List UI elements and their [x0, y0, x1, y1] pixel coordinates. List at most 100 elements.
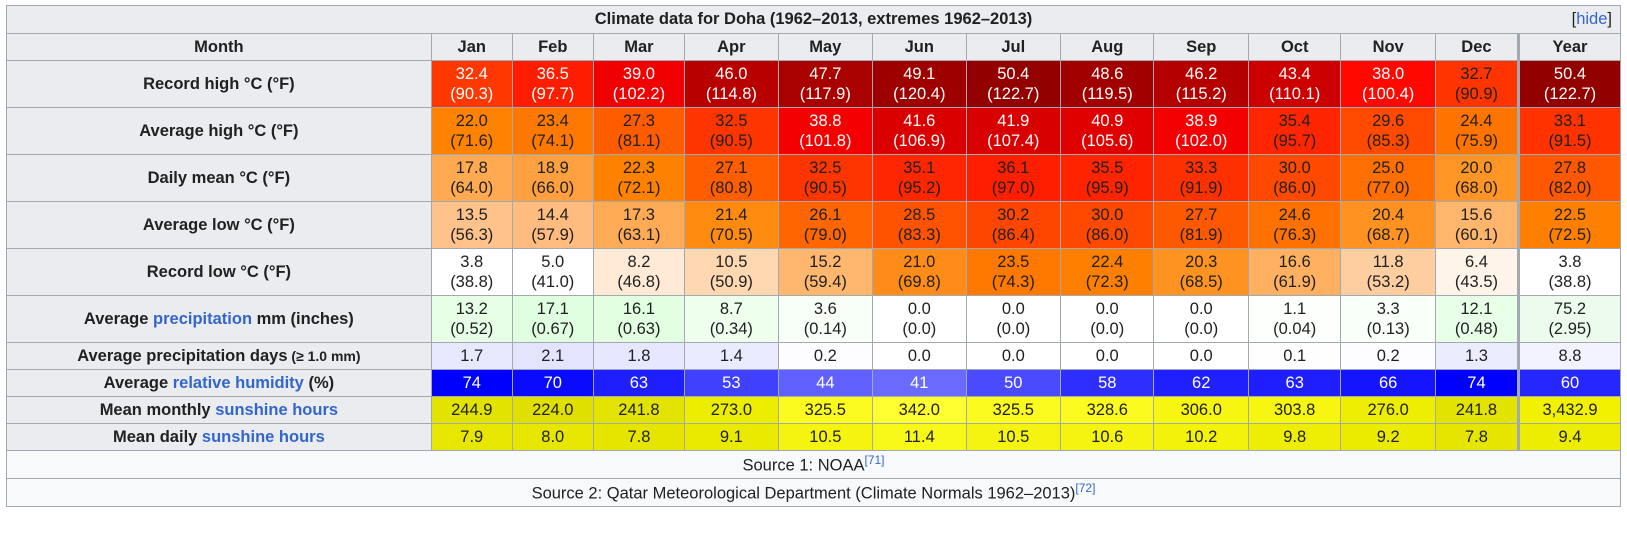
value-cell: 35.5 (95.9) [1060, 154, 1155, 202]
value-cell: 0.1 [1247, 342, 1342, 370]
year-header: Year [1516, 33, 1622, 61]
row-label: Average high °C (°F) [6, 107, 432, 155]
cell-value: 1.3 [1464, 347, 1488, 365]
cell-value: 63 [629, 374, 649, 392]
year-value-cell: 27.8 (82.0) [1516, 154, 1622, 202]
row-label-link[interactable]: sunshine hours [201, 427, 325, 446]
cell-value: 241.8 [1455, 401, 1498, 419]
source-cell: Source 1: NOAA[71] [6, 450, 1621, 479]
cell-value: 8.0 [541, 428, 565, 446]
cell-value: 47.7 [809, 65, 842, 83]
cell-secondary-value: (90.5) [709, 132, 753, 150]
value-cell: 0.0 (0.0) [1060, 295, 1155, 343]
reference-link[interactable]: [72] [1075, 481, 1096, 496]
cell-secondary-value: (0.0) [902, 320, 937, 338]
row-label-suffix: (%) [303, 373, 335, 392]
row-label-link[interactable]: sunshine hours [215, 400, 339, 419]
cell-value: 244.9 [451, 401, 493, 419]
cell-value: 24.4 [1460, 112, 1493, 130]
cell-secondary-value: (38.8) [450, 273, 494, 291]
value-cell: 325.5 [777, 396, 874, 424]
cell-value: 50 [1004, 374, 1023, 392]
value-cell: 58 [1060, 369, 1155, 397]
reference-link[interactable]: [71] [864, 453, 885, 468]
cell-value: 32.5 [715, 112, 748, 130]
value-cell: 44 [777, 369, 874, 397]
value-cell: 74 [430, 369, 513, 397]
cell-value: 20.3 [1185, 253, 1218, 271]
value-cell: 24.6 (76.3) [1247, 201, 1342, 249]
table-row: Daily mean °C (°F) 17.8 (64.0) 18.9 (66.0) 22… [6, 154, 1622, 202]
cell-secondary-value: (114.8) [705, 85, 757, 103]
value-cell: 20.0 (68.0) [1434, 154, 1519, 202]
value-cell: 1.4 [684, 342, 779, 370]
cell-secondary-value: (0.34) [709, 320, 753, 338]
cell-secondary-value: (97.7) [531, 85, 575, 103]
cell-value: 23.5 [997, 253, 1030, 271]
cell-value: 3.6 [813, 300, 837, 318]
cell-secondary-value: (95.2) [897, 179, 941, 197]
source-row: Source 2: Qatar Meteorological Departmen… [6, 478, 1621, 507]
cell-secondary-value: (100.4) [1362, 85, 1415, 103]
table-row: Average low °C (°F) 13.5 (56.3) 14.4 (57.9) 1… [6, 201, 1622, 249]
row-label-link[interactable]: precipitation [153, 309, 253, 328]
cell-secondary-value: (70.5) [709, 226, 753, 244]
cell-secondary-value: (97.0) [991, 179, 1035, 197]
cell-value: 30.0 [1278, 159, 1311, 177]
cell-value: 1.4 [719, 347, 743, 365]
hide-link[interactable]: hide [1576, 10, 1608, 28]
value-cell: 32.7 (90.9) [1434, 60, 1519, 108]
value-cell: 20.3 (68.5) [1153, 248, 1249, 296]
month-header-apr: Apr [684, 33, 779, 61]
value-cell: 0.0 [872, 342, 967, 370]
cell-value: 0.0 [907, 347, 931, 365]
value-cell: 8.0 [511, 423, 594, 451]
cell-secondary-value: (69.8) [897, 273, 941, 291]
cell-value: 22.0 [455, 112, 488, 130]
value-cell: 1.3 [1434, 342, 1519, 370]
cell-value: 44 [816, 374, 835, 392]
cell-value: 8.2 [627, 253, 651, 271]
source-text: Source 2: Qatar Meteorological Departmen… [531, 484, 1076, 503]
cell-value: 14.4 [536, 206, 569, 224]
value-cell: 0.0 (0.0) [1153, 295, 1249, 343]
cell-value: 15.2 [809, 253, 842, 271]
value-cell: 66 [1340, 369, 1436, 397]
cell-value: 20.0 [1460, 159, 1493, 177]
row-label-suffix: mm (inches) [252, 309, 354, 328]
cell-value: 1.8 [627, 347, 651, 365]
year-value-cell: 3.8 (38.8) [1516, 248, 1622, 296]
row-label: Mean monthly sunshine hours [6, 396, 432, 424]
row-label: Daily mean °C (°F) [6, 154, 432, 202]
cell-value: 22.3 [622, 159, 655, 177]
cell-value: 25.0 [1372, 159, 1405, 177]
value-cell: 32.4 (90.3) [430, 60, 513, 108]
month-header-jun: Jun [872, 33, 967, 61]
cell-secondary-value: (0.14) [803, 320, 847, 338]
cell-value: 41 [910, 374, 929, 392]
cell-value: 0.0 [1189, 300, 1213, 318]
value-cell: 50 [965, 369, 1062, 397]
hide-toggle: [hide] [1571, 10, 1612, 28]
value-cell: 17.1 (0.67) [511, 295, 594, 343]
source-row: Source 1: NOAA[71] [6, 450, 1621, 479]
cell-secondary-value: (106.9) [893, 132, 946, 150]
cell-value: 32.7 [1460, 65, 1493, 83]
row-label: Record high °C (°F) [6, 60, 432, 108]
row-label-link[interactable]: relative humidity [172, 373, 304, 392]
value-cell: 41 [872, 369, 967, 397]
cell-value: 39.0 [622, 65, 655, 83]
cell-secondary-value: (91.5) [1548, 132, 1592, 150]
cell-secondary-value: (110.1) [1269, 85, 1321, 103]
value-cell: 30.2 (86.4) [965, 201, 1062, 249]
cell-secondary-value: (46.8) [617, 273, 661, 291]
value-cell: 8.2 (46.8) [592, 248, 686, 296]
cell-value: 46.0 [715, 65, 748, 83]
cell-value: 38.0 [1372, 65, 1405, 83]
value-cell: 0.0 [965, 342, 1062, 370]
cell-value: 35.4 [1278, 112, 1311, 130]
value-cell: 18.9 (66.0) [511, 154, 594, 202]
value-cell: 62 [1153, 369, 1249, 397]
cell-value: 22.5 [1553, 206, 1587, 224]
cell-secondary-value: (57.9) [531, 226, 575, 244]
